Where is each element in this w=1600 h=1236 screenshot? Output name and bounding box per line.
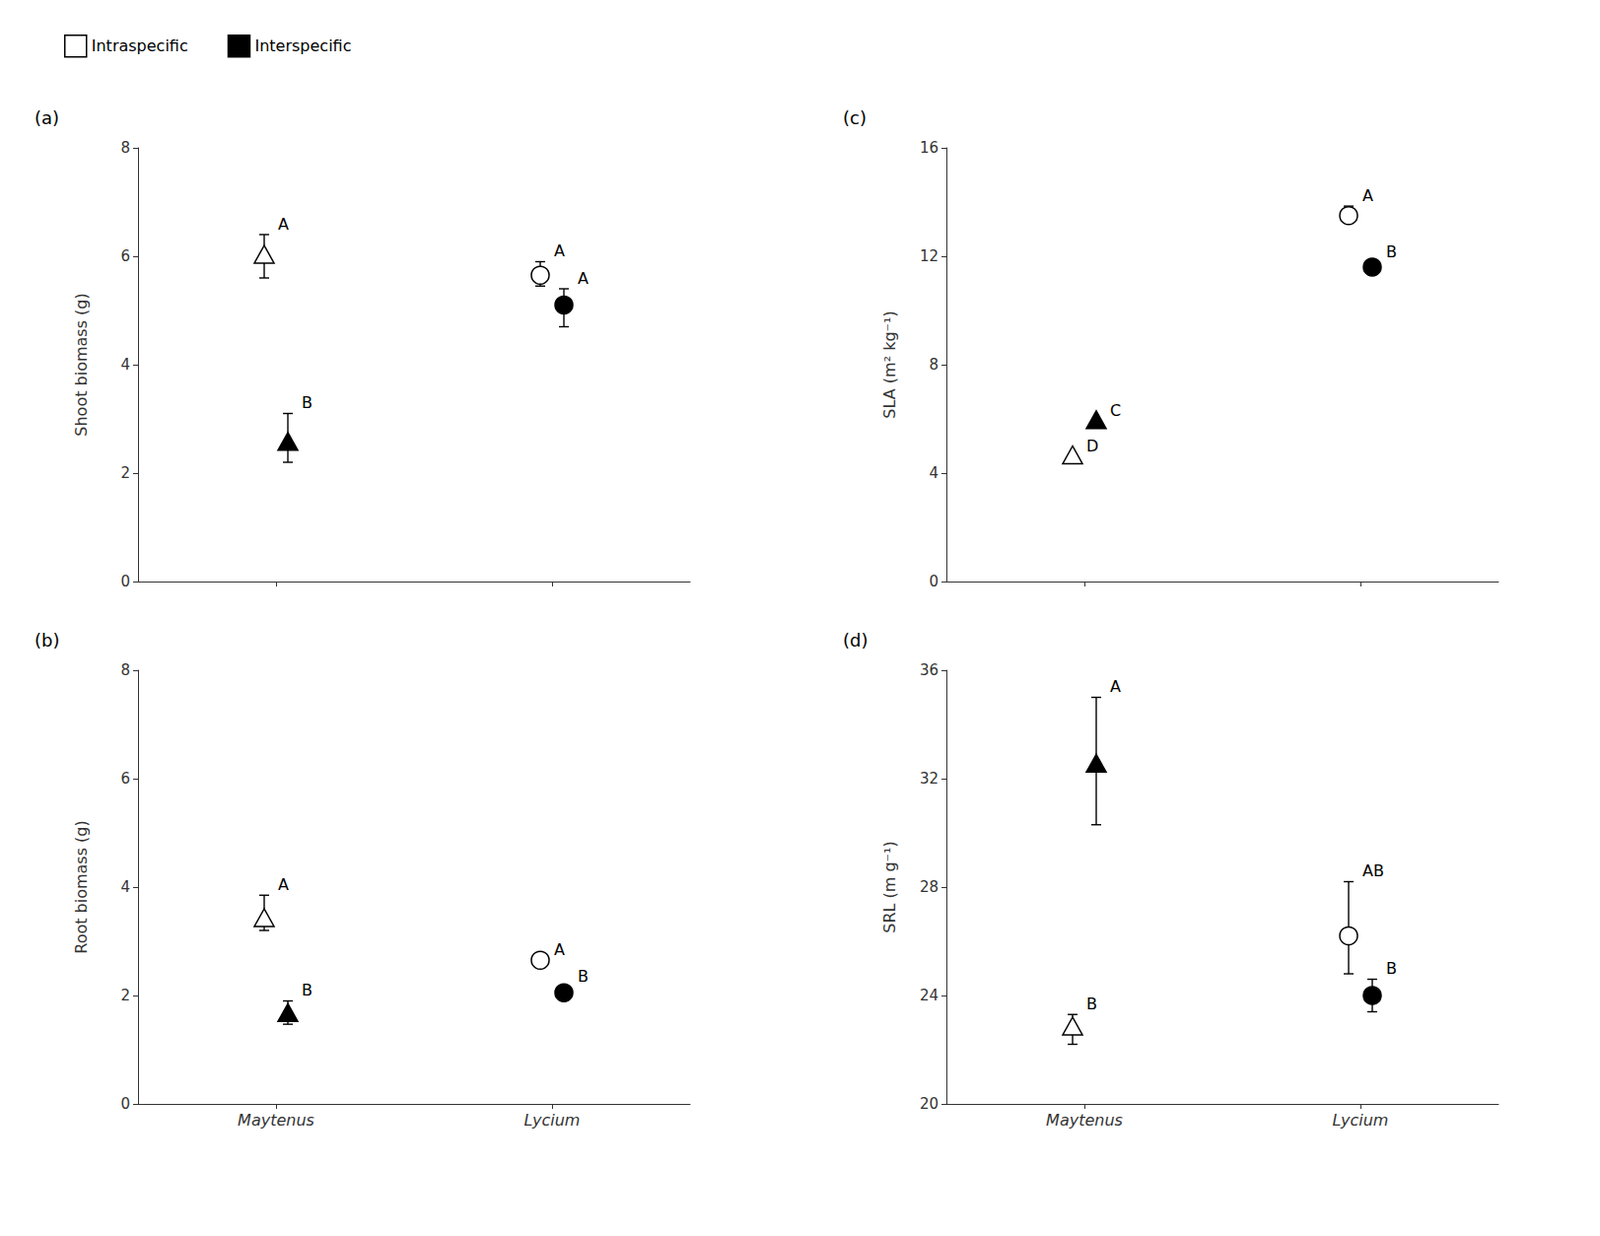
svg-text:B: B [577,967,589,986]
svg-text:D: D [1086,436,1099,456]
svg-text:36: 36 [919,661,939,680]
svg-text:8: 8 [928,355,939,374]
svg-text:(c): (c) [842,107,867,129]
svg-text:(b): (b) [34,629,60,651]
svg-text:4: 4 [120,878,131,897]
svg-text:A: A [577,269,589,288]
svg-text:24: 24 [919,986,939,1005]
svg-text:Interspecific: Interspecific [254,36,351,56]
svg-text:Intraspecific: Intraspecific [91,36,189,56]
svg-text:Maytenus: Maytenus [1045,1111,1123,1130]
svg-text:A: A [1110,677,1121,696]
svg-text:4: 4 [928,464,939,483]
svg-text:A: A [554,940,565,960]
svg-text:28: 28 [919,878,939,897]
svg-text:AB: AB [1362,861,1385,881]
svg-text:Lycium: Lycium [1332,1111,1390,1130]
svg-text:16: 16 [919,139,939,157]
svg-text:32: 32 [919,769,939,788]
svg-text:8: 8 [120,139,131,157]
svg-text:B: B [301,393,313,413]
svg-text:C: C [1110,401,1121,420]
svg-text:Shoot biomass (g): Shoot biomass (g) [71,292,91,436]
svg-text:20: 20 [919,1095,939,1114]
svg-text:8: 8 [120,661,131,680]
svg-text:Root biomass (g): Root biomass (g) [71,820,91,955]
svg-text:B: B [1386,242,1397,262]
svg-text:(d): (d) [842,629,868,651]
svg-text:0: 0 [120,572,131,591]
svg-text:6: 6 [120,247,131,266]
svg-text:Lycium: Lycium [524,1111,581,1130]
svg-text:SRL (m g⁻¹): SRL (m g⁻¹) [880,840,900,933]
svg-text:A: A [1362,186,1374,206]
svg-text:A: A [278,875,289,895]
svg-text:B: B [301,980,313,1000]
svg-text:B: B [1086,994,1098,1014]
svg-text:A: A [278,214,289,234]
svg-text:4: 4 [120,355,131,374]
svg-text:6: 6 [120,769,131,788]
svg-text:SLA (m² kg⁻¹): SLA (m² kg⁻¹) [880,310,900,418]
svg-text:B: B [1386,959,1397,978]
svg-text:2: 2 [120,986,131,1005]
svg-text:2: 2 [120,464,131,483]
svg-text:Maytenus: Maytenus [237,1111,315,1130]
svg-text:0: 0 [928,572,939,591]
svg-text:(a): (a) [34,107,60,129]
svg-text:A: A [554,241,565,261]
svg-text:0: 0 [120,1095,131,1114]
svg-text:12: 12 [919,247,939,266]
